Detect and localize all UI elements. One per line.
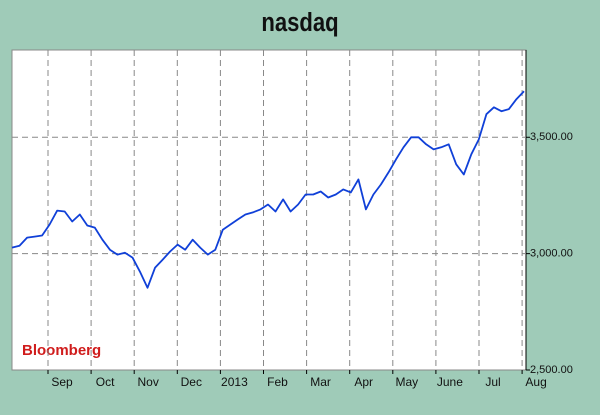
- x-tick-label: Sep: [51, 375, 73, 389]
- x-tick-label: May: [395, 375, 418, 389]
- y-tick-label: 3,500.00: [530, 131, 573, 143]
- x-tick-label: June: [437, 375, 463, 389]
- x-tick-label: 2013: [221, 375, 248, 389]
- y-tick-label: 2,500.00: [530, 364, 573, 376]
- x-tick-label: Apr: [354, 375, 373, 389]
- x-tick-label: Oct: [96, 375, 115, 389]
- plot-area: [11, 49, 527, 371]
- data-line: [11, 90, 525, 289]
- chart-title: nasdaq: [261, 8, 338, 37]
- watermark: Bloomberg: [22, 342, 101, 359]
- x-tick-label: Feb: [267, 375, 288, 389]
- y-tick-label: 3,000.00: [530, 248, 573, 260]
- x-tick-label: Aug: [525, 375, 546, 389]
- x-tick-label: Mar: [310, 375, 331, 389]
- x-tick-label: Nov: [138, 375, 159, 389]
- x-tick-label: Dec: [181, 375, 202, 389]
- x-tick-label: Jul: [485, 375, 500, 389]
